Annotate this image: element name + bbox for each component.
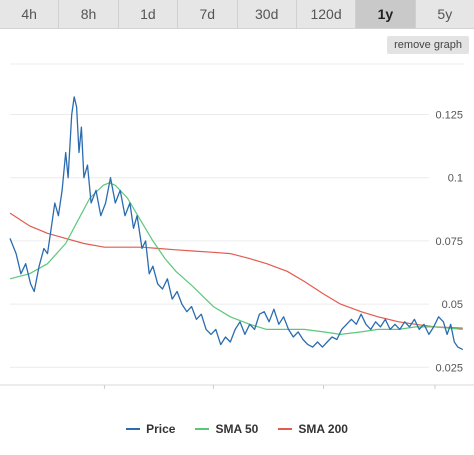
tab-5y[interactable]: 5y xyxy=(437,6,453,22)
legend-label-price: Price xyxy=(146,422,176,436)
tab-30d[interactable]: 30d xyxy=(238,0,297,28)
tab-7d[interactable]: 7d xyxy=(178,0,238,28)
sma200-line xyxy=(9,212,463,329)
y-tick-label: 0.025 xyxy=(435,362,463,374)
remove-graph-button[interactable]: remove graph xyxy=(387,36,469,54)
tab-8h[interactable]: 8h xyxy=(59,0,119,28)
legend-item-sma200[interactable]: SMA 200 xyxy=(278,422,348,436)
legend-swatch-sma200 xyxy=(278,428,293,430)
tab-1y[interactable]: 1y xyxy=(356,0,416,28)
y-tick-label: 0.05 xyxy=(442,299,463,311)
legend-swatch-price xyxy=(126,428,141,430)
timeframe-tabs: 4h 8h 1d 7d 30d 120d 1y 5y xyxy=(0,0,474,29)
sma50-line xyxy=(9,182,463,335)
y-tick-label: 0.125 xyxy=(435,110,463,122)
chart-legend: Price SMA 50 SMA 200 xyxy=(0,419,474,439)
legend-item-price[interactable]: Price xyxy=(126,422,175,436)
tab-1d[interactable]: 1d xyxy=(119,0,179,28)
y-tick-label: 0.075 xyxy=(435,236,463,248)
y-tick-label: 0.1 xyxy=(448,173,463,185)
legend-swatch-sma50 xyxy=(195,428,210,430)
tab-120d[interactable]: 120d xyxy=(297,0,357,28)
legend-item-sma50[interactable]: SMA 50 xyxy=(195,422,258,436)
legend-label-sma50: SMA 50 xyxy=(215,422,259,436)
tab-4h[interactable]: 4h xyxy=(0,0,60,28)
price-line xyxy=(9,96,464,351)
legend-label-sma200: SMA 200 xyxy=(298,422,348,436)
